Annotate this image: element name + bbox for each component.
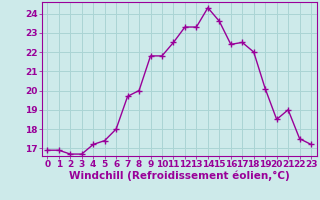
- X-axis label: Windchill (Refroidissement éolien,°C): Windchill (Refroidissement éolien,°C): [69, 171, 290, 181]
